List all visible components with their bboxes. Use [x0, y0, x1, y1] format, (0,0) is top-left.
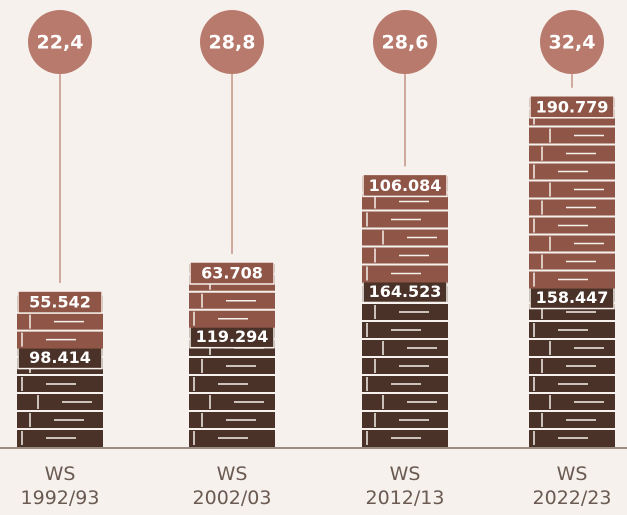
category-label: WS 2022/23: [512, 462, 627, 510]
value-label: 63.708: [201, 263, 263, 282]
chart: 98.414 55.542 22,4 119.294 63.708 28,8 164.523…: [0, 0, 627, 515]
value-label: 98.414: [29, 348, 91, 367]
category-label: WS 2002/03: [172, 462, 292, 510]
value-label: 55.542: [29, 293, 91, 312]
bubble-label: 22,4: [37, 32, 84, 54]
bubble-label: 32,4: [549, 32, 596, 54]
value-label: 119.294: [196, 327, 269, 346]
value-label: 164.523: [369, 282, 442, 301]
chart-svg: 98.414 55.542 22,4 119.294 63.708 28,8 164.523…: [0, 0, 627, 515]
value-label: 190.779: [536, 97, 609, 116]
bubble-label: 28,8: [209, 32, 256, 54]
value-label: 158.447: [536, 288, 609, 307]
value-label: 106.084: [369, 176, 442, 195]
bubble-label: 28,6: [382, 32, 429, 54]
category-label: WS 1992/93: [0, 462, 120, 510]
category-label: WS 2012/13: [345, 462, 465, 510]
